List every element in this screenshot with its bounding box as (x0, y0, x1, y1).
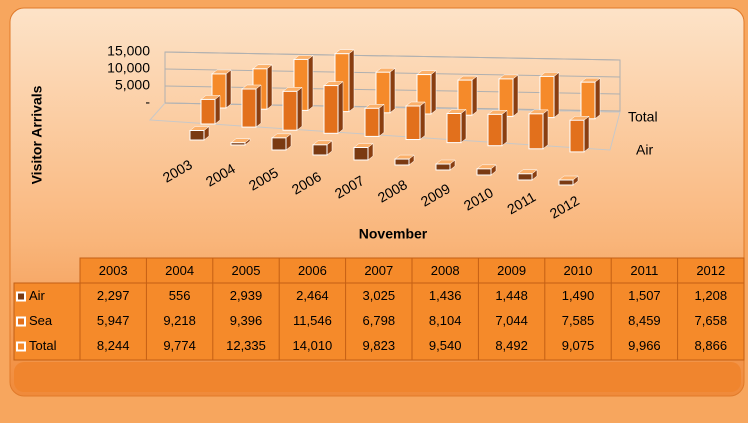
bar (271, 137, 287, 151)
table-cell: 1,208 (695, 288, 728, 303)
table-header: 2004 (165, 263, 194, 278)
table-cell: 8,104 (429, 313, 462, 328)
table-header: 2006 (298, 263, 327, 278)
bar (200, 98, 216, 125)
table-cell: 2,297 (97, 288, 130, 303)
bar (394, 158, 410, 166)
bar-side (378, 103, 385, 137)
table-cell: 9,540 (429, 338, 462, 353)
series-axis-label: Total (628, 109, 658, 125)
bar-side (471, 75, 478, 116)
table-header: 2005 (232, 263, 261, 278)
bar (189, 130, 205, 141)
bar-side (307, 54, 314, 111)
bar-side (337, 81, 344, 134)
bar-side (512, 74, 519, 117)
x-axis-label: November (359, 226, 428, 242)
y-tick-label: 5,000 (115, 77, 150, 93)
table-cell: 12,335 (226, 338, 266, 353)
table-cell: 8,866 (695, 338, 728, 353)
table-header: 2011 (630, 263, 658, 278)
y-tick-label: 15,000 (107, 43, 150, 59)
table-cell: 7,658 (695, 313, 728, 328)
table-cell: 8,459 (628, 313, 661, 328)
bar (312, 144, 328, 156)
bar (364, 107, 380, 137)
bar-side (225, 69, 232, 109)
table-cell: 7,044 (495, 313, 528, 328)
table-header: 2003 (99, 263, 128, 278)
y-axis-label: Visitor Arrivals (29, 85, 45, 184)
data-table: 2003 2,297 5,947 8,244 2004 556 9,218 9,774 2005… (13, 257, 745, 361)
table-header: 2009 (497, 263, 526, 278)
bar-side (430, 70, 437, 115)
table-cell: 11,546 (293, 313, 332, 328)
table-cell: 2,464 (296, 288, 329, 303)
table-cell: 2,939 (230, 288, 263, 303)
table-cell: 1,436 (429, 288, 462, 303)
table-cell: 7,585 (562, 313, 595, 328)
table-header: 2010 (564, 263, 593, 278)
bar-side (214, 94, 221, 125)
footer-bar (14, 362, 741, 392)
grid-line (164, 51, 621, 61)
table-cell: 9,823 (363, 338, 396, 353)
table-cell: 8,244 (97, 338, 130, 353)
bar (528, 113, 544, 150)
bar-side (296, 86, 303, 131)
bar-side (594, 77, 601, 120)
table-cell: 1,507 (628, 288, 661, 303)
bar-side (460, 108, 467, 144)
y-tick-label: 10,000 (107, 60, 150, 76)
legend-key (16, 316, 26, 327)
bar (569, 119, 585, 153)
legend-key (16, 291, 26, 302)
table-cell: 3,025 (363, 288, 396, 303)
bar-side (419, 101, 426, 141)
table-header: 2007 (364, 263, 393, 278)
table-cell: 9,774 (163, 338, 196, 353)
bar-side (255, 84, 262, 128)
table-cell: 1,490 (562, 288, 595, 303)
table-cell: 5,947 (97, 313, 130, 328)
bar-side (553, 71, 560, 119)
bar (405, 105, 421, 140)
bar-side (542, 109, 549, 150)
bar (487, 113, 503, 147)
table-cell: 1,448 (495, 288, 528, 303)
bar (476, 168, 492, 176)
table-cell: 9,396 (230, 313, 263, 328)
table-header: 2008 (431, 263, 460, 278)
bar (241, 88, 257, 128)
legend-label: Total (29, 338, 57, 353)
bar (446, 112, 462, 144)
bar (435, 163, 451, 171)
bar (353, 146, 369, 161)
table-cell: 9,218 (163, 313, 196, 328)
bar (580, 81, 596, 120)
table-cell: 9,966 (628, 338, 661, 353)
bar (230, 142, 246, 146)
bar (323, 85, 339, 134)
bar-side (389, 67, 396, 114)
table-cell: 6,798 (363, 313, 396, 328)
table-cell: 14,010 (293, 338, 333, 353)
bar (517, 173, 533, 181)
legend-key (16, 341, 26, 352)
legend-label: Sea (29, 313, 53, 328)
bar-side (583, 115, 590, 153)
y-tick-label: - (145, 94, 150, 110)
bar-side (348, 49, 355, 113)
bar-side (501, 109, 508, 147)
table-header: 2012 (696, 263, 725, 278)
table-cell: 9,075 (562, 338, 595, 353)
bar-side (266, 64, 273, 110)
bar (558, 179, 574, 186)
bar (282, 90, 298, 131)
legend-label: Air (29, 288, 46, 303)
table-cell: 8,492 (495, 338, 528, 353)
series-axis-label: Air (636, 142, 653, 158)
table-cell: 556 (169, 288, 191, 303)
